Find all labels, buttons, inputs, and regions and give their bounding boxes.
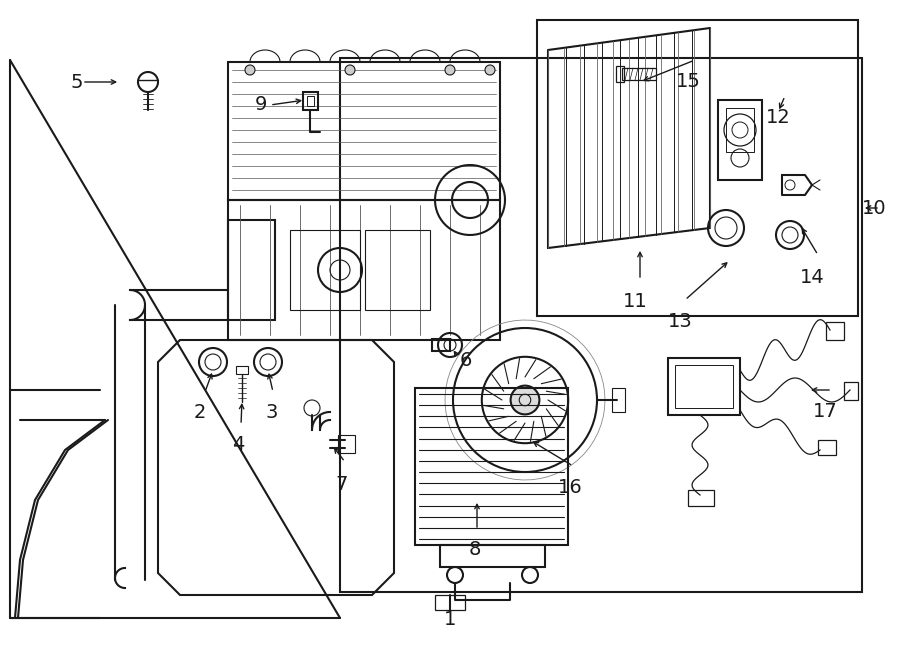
Text: 3: 3: [266, 403, 278, 422]
Text: 17: 17: [813, 402, 837, 421]
Text: 9: 9: [255, 95, 267, 114]
Text: 16: 16: [558, 478, 582, 497]
Text: 4: 4: [232, 435, 244, 454]
Text: 6: 6: [460, 350, 473, 369]
Text: 15: 15: [676, 72, 700, 91]
Text: 8: 8: [469, 540, 482, 559]
Circle shape: [445, 65, 455, 75]
Text: 12: 12: [766, 108, 790, 127]
Text: 1: 1: [444, 610, 456, 629]
Text: 2: 2: [194, 403, 206, 422]
Circle shape: [245, 65, 255, 75]
Circle shape: [510, 385, 539, 414]
Text: 11: 11: [623, 292, 647, 311]
Circle shape: [485, 65, 495, 75]
Text: 13: 13: [668, 312, 692, 331]
Text: 7: 7: [336, 475, 348, 494]
Circle shape: [345, 65, 355, 75]
Text: 5: 5: [70, 73, 83, 91]
Text: 14: 14: [799, 268, 824, 287]
Text: 10: 10: [861, 198, 886, 217]
